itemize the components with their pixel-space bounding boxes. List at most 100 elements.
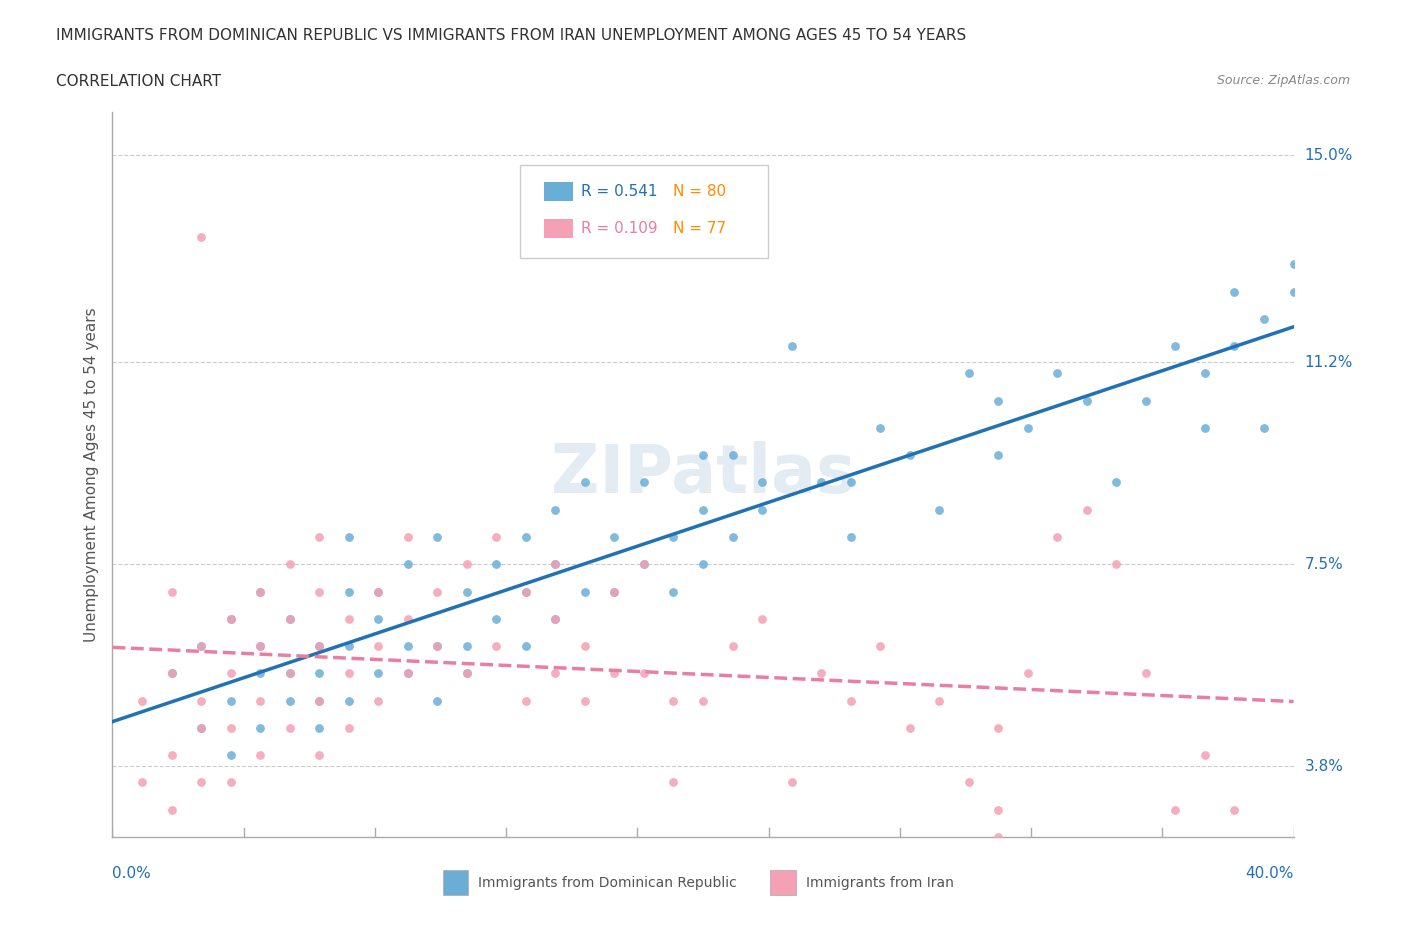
Point [308, 693, 330, 708]
Point [810, 475, 832, 490]
Point [426, 529, 449, 544]
Point [396, 557, 419, 572]
Point [1046, 529, 1069, 544]
Point [1076, 393, 1098, 408]
Point [485, 639, 508, 654]
Point [1164, 803, 1187, 817]
Point [160, 666, 183, 681]
Point [544, 611, 567, 626]
Point [1017, 420, 1039, 435]
Point [219, 748, 242, 763]
Point [780, 775, 803, 790]
Point [456, 584, 478, 599]
Point [337, 693, 360, 708]
Point [515, 639, 537, 654]
Point [692, 502, 714, 517]
Point [308, 584, 330, 599]
Point [839, 693, 862, 708]
Point [426, 639, 449, 654]
Point [928, 693, 950, 708]
Point [1194, 420, 1216, 435]
Point [574, 639, 596, 654]
Point [1253, 312, 1275, 326]
Point [987, 721, 1010, 736]
Point [219, 775, 242, 790]
Point [898, 447, 921, 462]
Text: 11.2%: 11.2% [1305, 355, 1353, 370]
FancyBboxPatch shape [520, 166, 768, 259]
Point [278, 721, 301, 736]
Point [308, 639, 330, 654]
Point [219, 611, 242, 626]
Point [515, 584, 537, 599]
Point [751, 611, 773, 626]
Point [190, 693, 212, 708]
Point [396, 666, 419, 681]
Point [249, 584, 271, 599]
Text: 40.0%: 40.0% [1246, 866, 1294, 881]
Point [633, 666, 655, 681]
Text: R = 0.541: R = 0.541 [581, 184, 658, 199]
Point [456, 666, 478, 681]
Point [308, 748, 330, 763]
Point [160, 803, 183, 817]
Point [337, 584, 360, 599]
Point [515, 693, 537, 708]
Point [1194, 366, 1216, 381]
Point [1282, 285, 1305, 299]
Point [308, 693, 330, 708]
Point [456, 666, 478, 681]
Point [367, 584, 389, 599]
Point [544, 557, 567, 572]
Point [721, 529, 744, 544]
Point [337, 611, 360, 626]
Text: 7.5%: 7.5% [1305, 557, 1343, 572]
Point [839, 475, 862, 490]
Point [603, 584, 626, 599]
Point [869, 639, 891, 654]
Point [249, 748, 271, 763]
Point [574, 584, 596, 599]
Point [1223, 339, 1246, 353]
Point [780, 339, 803, 353]
Text: Source: ZipAtlas.com: Source: ZipAtlas.com [1216, 74, 1350, 87]
Point [662, 584, 685, 599]
Point [633, 475, 655, 490]
Point [190, 639, 212, 654]
Point [337, 639, 360, 654]
Text: IMMIGRANTS FROM DOMINICAN REPUBLIC VS IMMIGRANTS FROM IRAN UNEMPLOYMENT AMONG AG: IMMIGRANTS FROM DOMINICAN REPUBLIC VS IM… [56, 28, 966, 43]
Point [190, 721, 212, 736]
Point [751, 475, 773, 490]
Point [603, 584, 626, 599]
Bar [544, 182, 574, 201]
Point [190, 775, 212, 790]
Point [308, 721, 330, 736]
Text: ZIPatlas: ZIPatlas [551, 442, 855, 507]
Point [721, 447, 744, 462]
Point [456, 557, 478, 572]
Point [1253, 420, 1275, 435]
Text: N = 80: N = 80 [673, 184, 727, 199]
Point [1017, 666, 1039, 681]
Point [633, 557, 655, 572]
Point [721, 639, 744, 654]
Point [987, 830, 1010, 844]
Point [337, 529, 360, 544]
Point [219, 693, 242, 708]
Point [1135, 393, 1157, 408]
Bar [544, 219, 574, 238]
Point [219, 721, 242, 736]
Point [603, 666, 626, 681]
Point [485, 557, 508, 572]
Point [1282, 257, 1305, 272]
Text: CORRELATION CHART: CORRELATION CHART [56, 74, 221, 89]
Text: 15.0%: 15.0% [1305, 148, 1353, 163]
Point [898, 721, 921, 736]
Point [396, 666, 419, 681]
Point [957, 366, 980, 381]
Point [456, 639, 478, 654]
Point [278, 611, 301, 626]
Point [367, 666, 389, 681]
Point [544, 611, 567, 626]
Point [1105, 557, 1128, 572]
